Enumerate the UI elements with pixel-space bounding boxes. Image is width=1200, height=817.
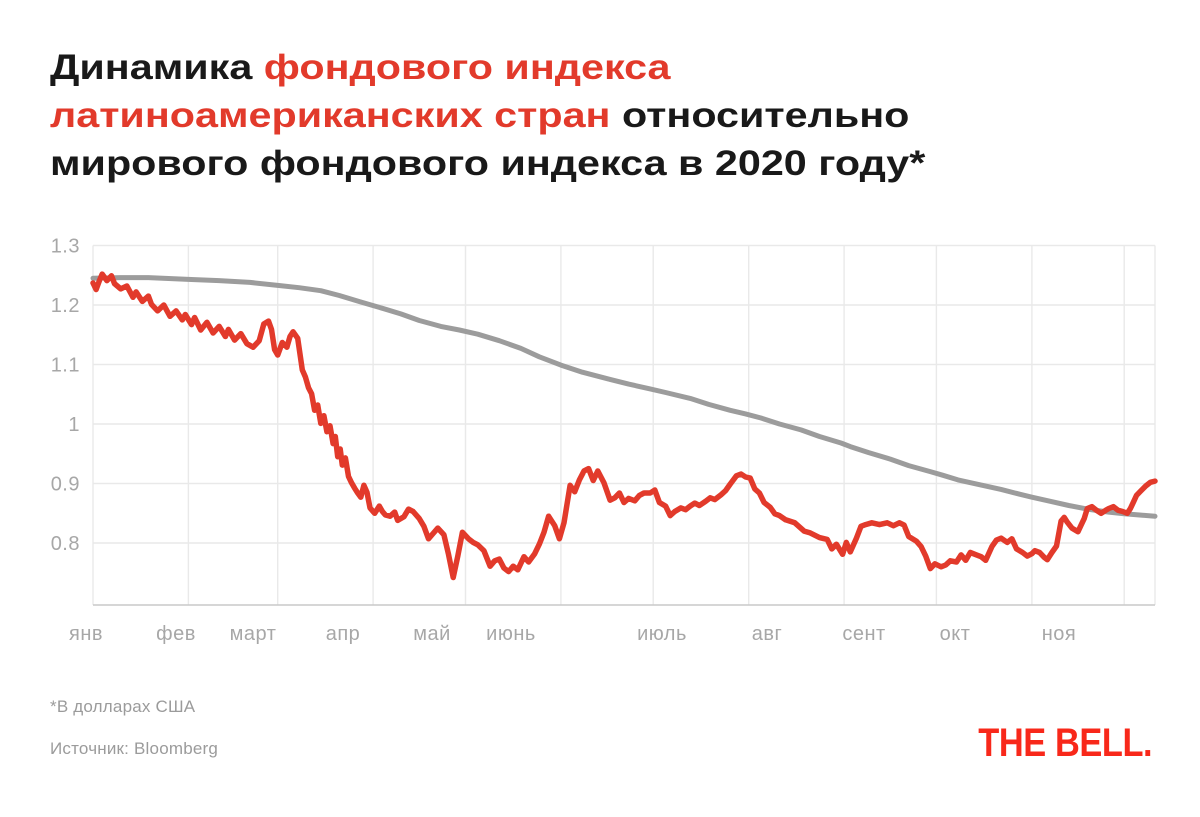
x-tick-label: июнь: [486, 623, 536, 645]
series-world-index-gray: [90, 275, 1158, 519]
y-tick-label: 1: [68, 414, 80, 436]
x-tick-label: апр: [326, 623, 361, 645]
title-line-2: латиноамериканских стран относительно: [50, 92, 925, 140]
title-line-3: мирового фондового индекса в 2020 году*: [50, 140, 925, 188]
x-tick-label: янв: [69, 623, 103, 645]
x-tick-label: май: [413, 623, 451, 645]
y-tick-label: 1.2: [51, 295, 80, 317]
the-bell-logo: THE BELL.: [978, 721, 1152, 765]
source-credit: Источник: Bloomberg: [50, 739, 219, 758]
series-latam-index-red: [90, 271, 1158, 581]
title-line-1: Динамика фондового индекса: [50, 44, 925, 92]
x-tick-label: фев: [156, 623, 196, 645]
title-line-1-black: Динамика: [50, 48, 264, 87]
page-title: Динамика фондового индекса латиноамерика…: [50, 44, 925, 188]
x-tick-label: авг: [752, 623, 783, 645]
y-tick-label: 0.9: [51, 474, 80, 496]
title-line-3-black: мирового фондового индекса в 2020 году*: [50, 144, 926, 183]
title-line-2-red: латиноамериканских стран: [50, 96, 611, 135]
x-tick-label: сент: [842, 623, 885, 645]
title-line-1-red: фондового индекса: [263, 48, 671, 87]
x-tick-label: март: [230, 623, 277, 645]
x-tick-label: окт: [940, 623, 971, 645]
x-tick-label: ноя: [1042, 623, 1077, 645]
y-tick-label: 1.3: [51, 236, 80, 258]
chart-footnote: *В долларах США: [50, 697, 196, 716]
y-tick-label: 0.8: [51, 533, 80, 555]
y-tick-label: 1.1: [51, 355, 80, 377]
x-tick-label: июль: [637, 623, 687, 645]
title-line-2-black: относительно: [610, 96, 910, 135]
